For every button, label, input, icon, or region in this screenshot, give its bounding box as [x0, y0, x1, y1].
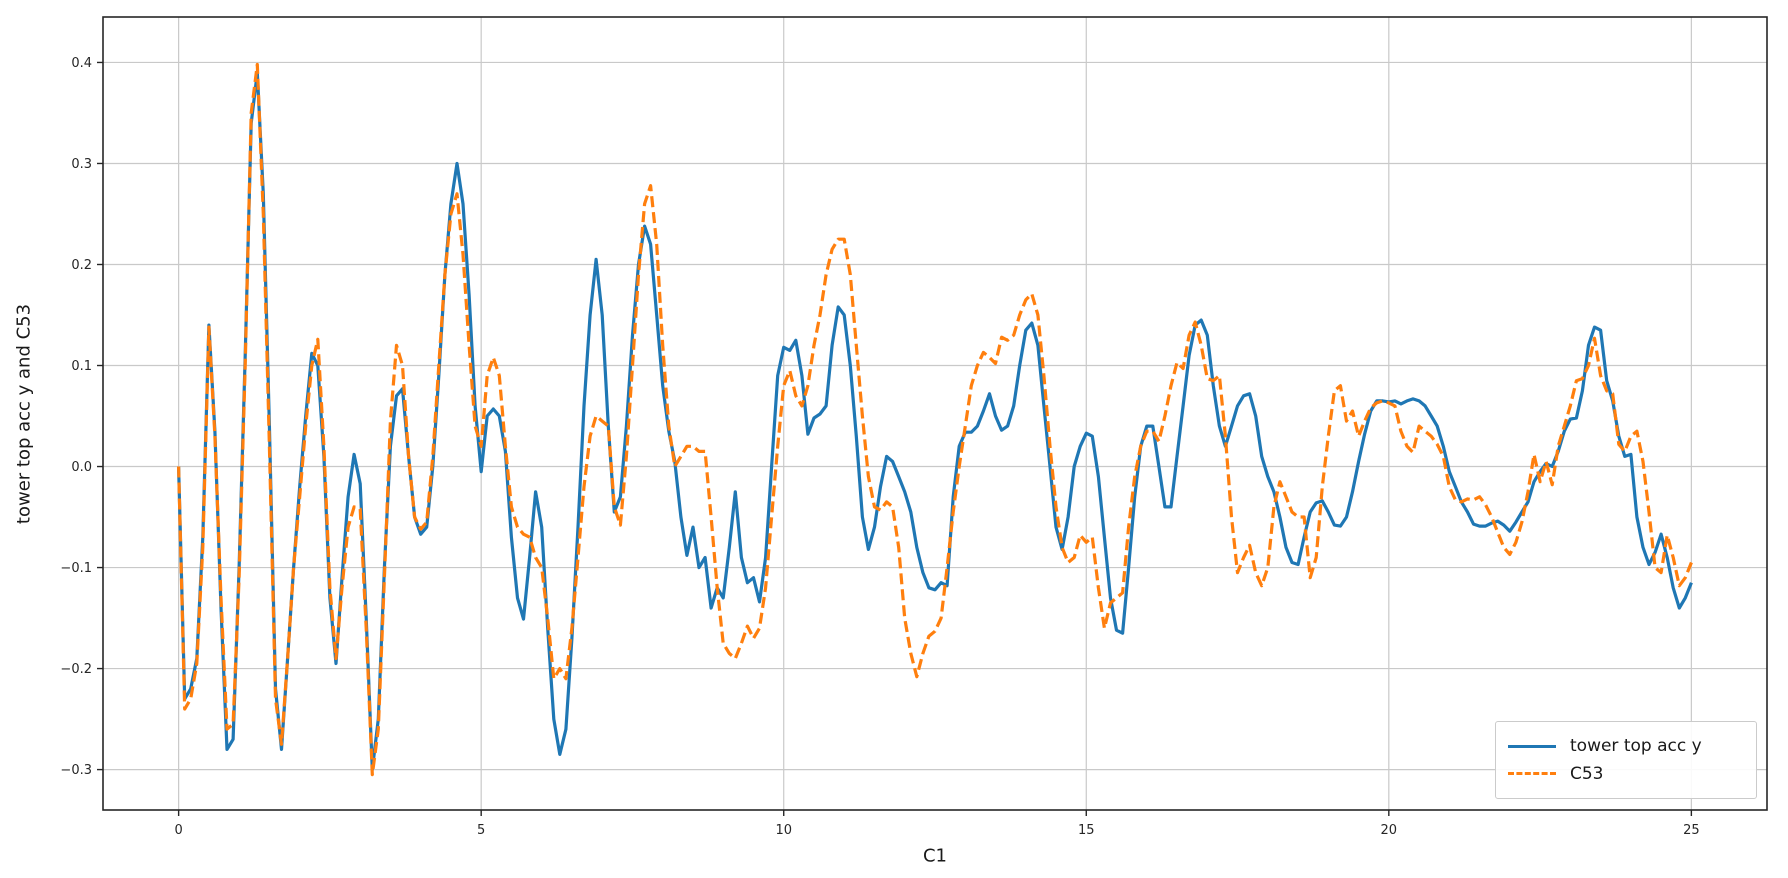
x-tick-label: 25: [1683, 823, 1700, 838]
y-tick-label: 0.3: [71, 157, 92, 172]
y-tick-label: 0.0: [71, 460, 92, 475]
legend-line-sample-solid: [1508, 744, 1556, 748]
x-tick-label: 5: [477, 823, 485, 838]
y-tick-label: −0.1: [60, 561, 92, 576]
legend-item-c53: C53: [1508, 764, 1744, 784]
x-axis-label: C1: [922, 845, 948, 867]
y-tick-label: 0.2: [71, 258, 92, 273]
x-tick-label: 15: [1078, 823, 1095, 838]
y-tick-label: −0.2: [60, 662, 92, 677]
x-tick-label: 0: [174, 823, 182, 838]
y-tick-label: 0.4: [71, 56, 92, 71]
x-tick-label: 10: [775, 823, 792, 838]
legend-label: C53: [1570, 763, 1604, 784]
y-tick-label: 0.1: [71, 359, 92, 374]
y-axis-label: tower top acc y and C53: [13, 303, 35, 525]
legend-line-sample-dashed: [1508, 772, 1556, 776]
y-tick-label: −0.3: [60, 763, 92, 778]
x-tick-label: 20: [1381, 823, 1398, 838]
legend-label: tower top acc y: [1570, 736, 1702, 757]
legend-item-tower-top-acc-y: tower top acc y: [1508, 736, 1744, 756]
legend: tower top acc y C53: [1495, 721, 1757, 799]
